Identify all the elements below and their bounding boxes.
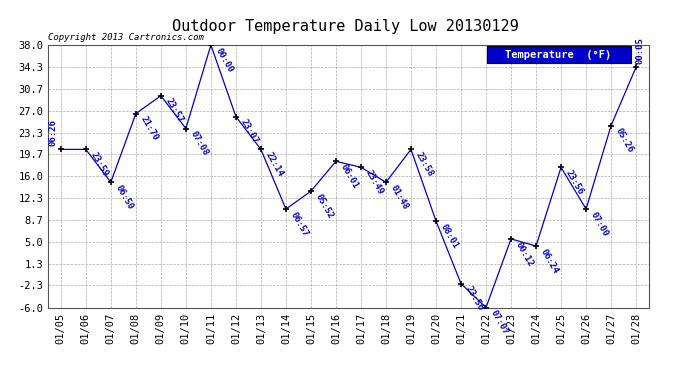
Text: 06:24: 06:24 (538, 247, 560, 275)
Text: 06:50: 06:50 (113, 183, 135, 211)
Text: 06:01: 06:01 (338, 162, 359, 190)
Text: 23:07: 23:07 (238, 118, 259, 146)
Text: 23:56: 23:56 (464, 285, 485, 313)
Text: 07:07: 07:07 (489, 309, 510, 336)
Text: 22:14: 22:14 (264, 151, 285, 178)
Text: 00:05: 00:05 (635, 37, 644, 64)
Text: 23:49: 23:49 (364, 168, 385, 196)
Text: 08:01: 08:01 (438, 222, 460, 250)
Text: 23:56: 23:56 (564, 168, 585, 196)
Text: 23:57: 23:57 (164, 97, 185, 124)
Text: 01:48: 01:48 (388, 183, 410, 211)
Text: 23:59: 23:59 (88, 151, 110, 178)
Text: 21:70: 21:70 (138, 115, 159, 142)
Text: 07:08: 07:08 (188, 130, 210, 158)
Text: 05:52: 05:52 (313, 192, 335, 220)
Text: Outdoor Temperature Daily Low 20130129: Outdoor Temperature Daily Low 20130129 (172, 19, 518, 34)
FancyBboxPatch shape (486, 46, 631, 63)
Text: 06:57: 06:57 (288, 210, 310, 238)
Text: 06:26: 06:26 (49, 120, 58, 146)
Text: 23:58: 23:58 (413, 151, 435, 178)
Text: 00:00: 00:00 (213, 46, 235, 74)
Text: 00:12: 00:12 (513, 240, 535, 268)
Text: 05:26: 05:26 (613, 127, 635, 154)
Text: Copyright 2013 Cartronics.com: Copyright 2013 Cartronics.com (48, 33, 204, 42)
Text: 07:00: 07:00 (589, 210, 610, 238)
Text: Temperature  (°F): Temperature (°F) (506, 50, 611, 60)
